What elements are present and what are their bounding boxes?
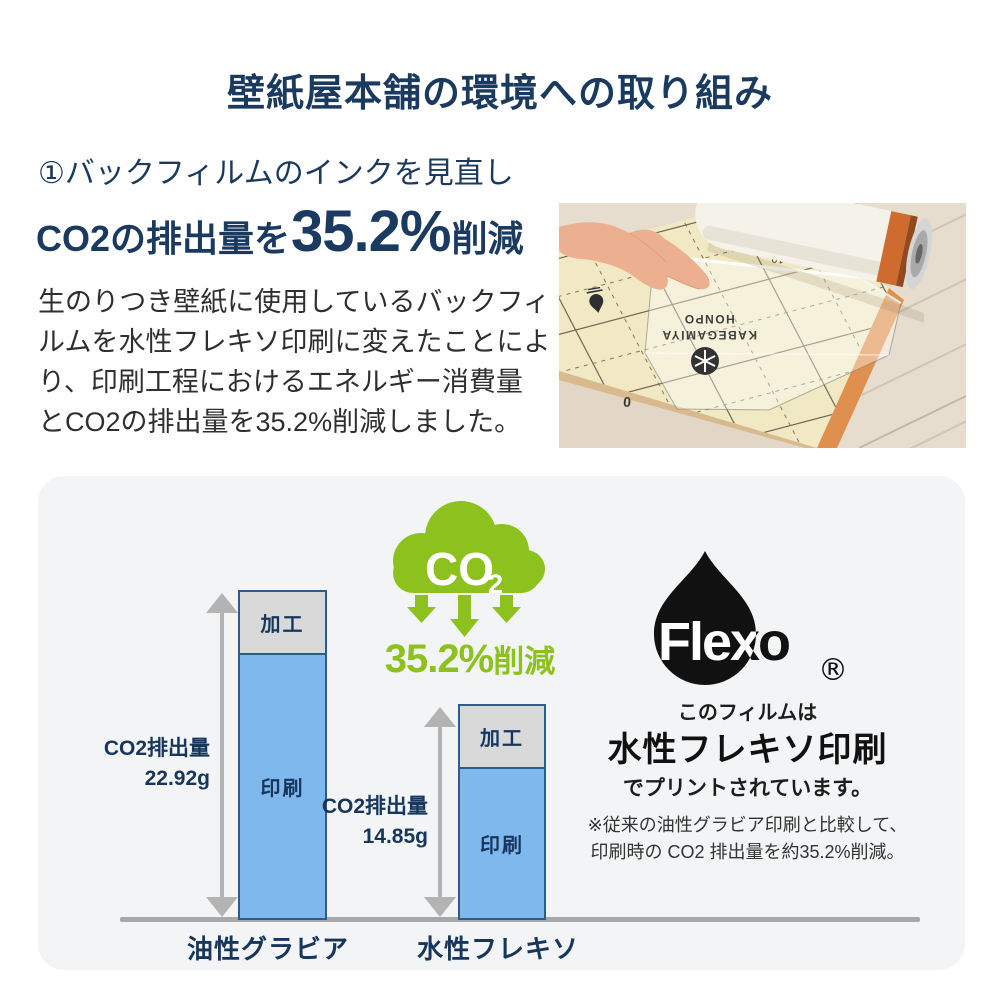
down-arrow-icon [492,595,521,623]
film-brand-text: KABEGAMIYA HONPO [661,312,757,342]
flexo-logo: Flexo Flexo ® [654,551,848,688]
headline-suffix: 削減 [451,218,524,259]
bar-segment-printing: 印刷 [460,769,544,918]
paragraph-line: とCO2の排出量を35.2%削減しました。 [38,407,522,437]
film-statement-line1: このフィルムは [677,702,818,724]
page-title: 壁紙屋本舗の環境への取り組み [226,73,773,115]
wallpaper-roll-photo: 10 0 KABEGAMIYA HONPO [559,203,966,448]
measure-arrow-right-icon [424,707,456,917]
segment-label: 印刷 [480,835,524,857]
reduction-percentage: 35.2% [384,637,494,681]
hand [559,222,710,290]
cloud-co2-subscript: 2 [488,569,503,599]
film-statement-line2: 水性フレキソ印刷 [607,731,888,769]
co2-total-left: CO2排出量 22.92g [104,734,210,794]
film-statement-line3: でプリントされています。 [622,777,873,800]
intro-paragraph: 生のりつき壁紙に使用しているバックフィ ルムを水性フレキソ印刷に変えたことによ … [38,282,550,442]
section-heading: ①バックフィルムのインクを見直し [38,157,514,190]
bar-oil-gravure: 加工 印刷 [238,590,327,920]
svg-text:HONPO: HONPO [683,312,735,326]
svg-text:KABEGAMIYA: KABEGAMIYA [661,328,757,342]
co2-cloud-icon: CO 2 [393,501,545,637]
category-label-oil-gravure: 油性グラビア [186,934,349,964]
flexo-logo-text: Flexo [658,612,789,672]
comparison-note-line1: ※従来の油性グラビア印刷と比較して、 [587,815,908,835]
paragraph-line: 生のりつき壁紙に使用しているバックフィ [38,287,550,317]
bar-segment-processing: 加工 [460,706,544,769]
paragraph-line: ルムを水性フレキソ印刷に変えたことによ [38,327,551,357]
co2-total-label: CO2排出量 [321,795,428,818]
co2-reduction-headline: CO2の排出量を 35.2% 削減 [36,198,524,265]
paragraph-line: り、印刷工程におけるエネルギー消費量 [38,367,523,397]
headline-prefix: CO2の排出量を [36,218,291,259]
segment-label: 印刷 [260,778,305,800]
co2-total-value: 22.92g [144,767,210,790]
bar-segment-printing: 印刷 [240,655,325,918]
segment-label: 加工 [480,728,524,750]
bar-water-flexo: 加工 印刷 [458,704,546,920]
down-arrow-icon [407,595,436,623]
protective-film: KABEGAMIYA HONPO [644,253,902,411]
cloud-co2-text: CO [425,543,494,595]
wallpaper-roll [695,203,933,290]
sheet-droplet-mark [586,286,604,313]
reduction-suffix: 削減 [493,644,556,679]
measure-arrow-left-icon [206,593,238,917]
co2-total-right: CO2排出量 14.85g [322,792,428,852]
comparison-note-line2: 印刷時の CO2 排出量を約35.2%削減。 [590,842,905,862]
grid-mark-0: 0 [622,394,631,411]
down-arrow-icon [450,595,479,637]
segment-label: 加工 [260,614,305,636]
bar-segment-processing: 加工 [240,592,325,655]
film-circle-logo [691,347,719,375]
roll-shadow [707,243,924,323]
headline-percentage: 35.2% [291,199,451,264]
flexo-logo-text-overlay: Flexo [658,612,789,672]
co2-total-label: CO2排出量 [103,737,210,760]
reduction-caption: 35.2% 削減 [365,636,575,682]
category-label-water-flexo: 水性フレキソ [416,934,579,964]
co2-total-value: 14.85g [362,825,428,848]
registered-mark: ® [818,653,848,688]
flexo-droplet-icon [654,551,756,685]
